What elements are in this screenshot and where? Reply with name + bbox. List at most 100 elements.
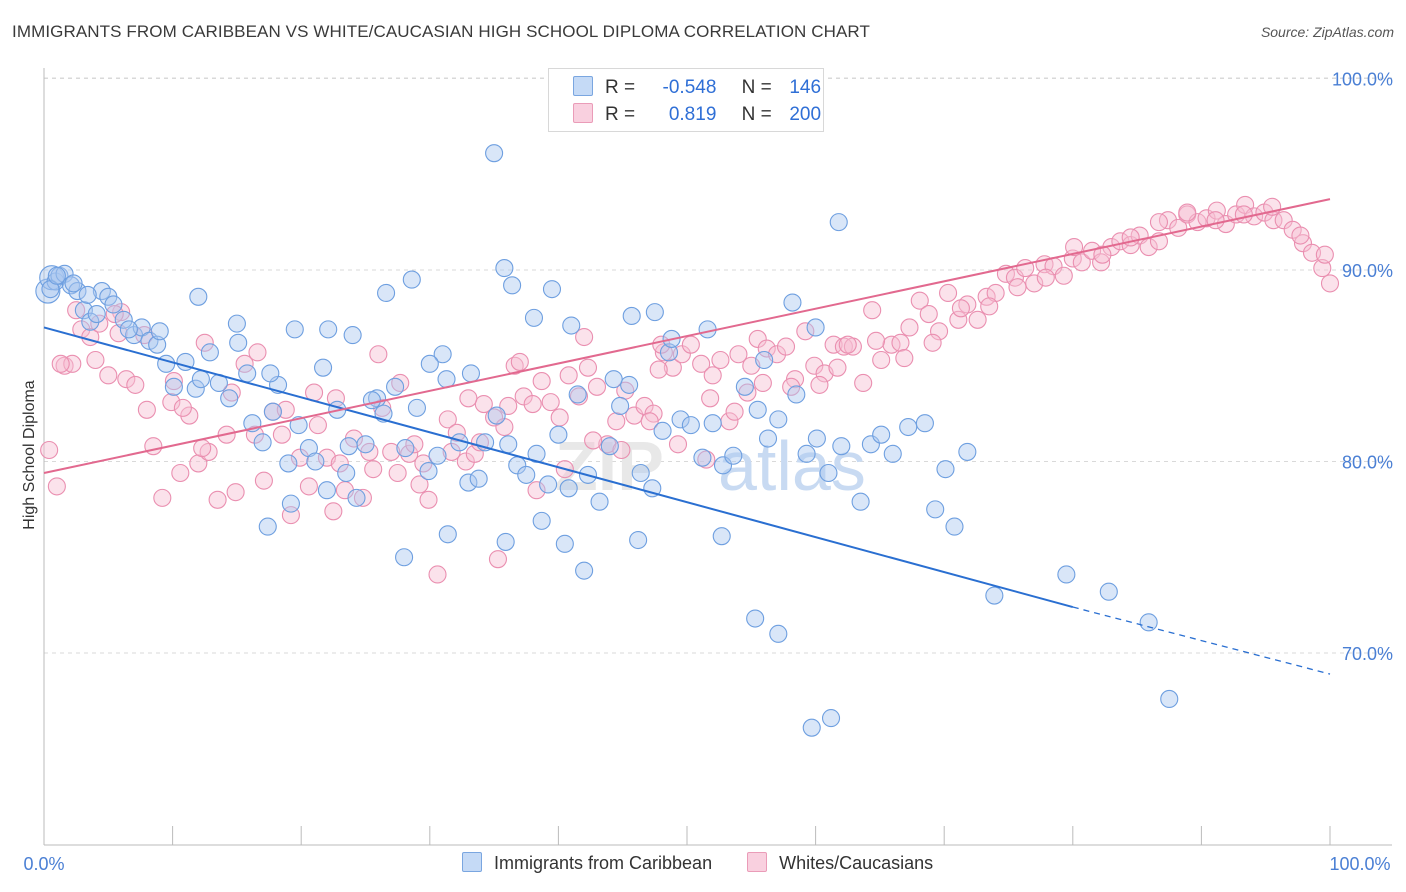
- blue-point: [356, 435, 375, 454]
- pink-point: [272, 425, 291, 444]
- blue-point: [926, 500, 945, 519]
- pink-point: [1178, 203, 1197, 222]
- trend-lines: [43, 198, 1331, 675]
- pink-point: [757, 339, 776, 358]
- blue-point: [568, 385, 587, 404]
- blue-point: [496, 532, 515, 551]
- blue-point: [339, 437, 358, 456]
- blue-point: [590, 492, 609, 511]
- legend-row-pink: R = 0.819 N = 200: [573, 103, 821, 125]
- blue-swatch: [573, 76, 593, 96]
- pink-series-points: [40, 195, 1340, 584]
- series-legend-label: Immigrants from Caribbean: [494, 853, 713, 873]
- blue-point: [306, 452, 325, 471]
- pink-point: [373, 398, 392, 417]
- pink-point: [353, 488, 372, 507]
- pink-point: [324, 502, 343, 521]
- blue-point: [787, 385, 806, 404]
- pink-point: [559, 366, 578, 385]
- blue-point: [55, 264, 74, 283]
- blue-point: [314, 358, 333, 377]
- blue-point: [220, 389, 239, 408]
- pink-point: [776, 337, 796, 356]
- blue-point: [495, 259, 514, 278]
- pink-point: [919, 304, 938, 324]
- pink-point: [173, 398, 192, 417]
- pink-point: [254, 471, 273, 490]
- pink-point: [126, 375, 145, 394]
- blue-point: [671, 410, 690, 429]
- blue-point: [945, 517, 964, 536]
- pink-point: [910, 291, 929, 310]
- pink-point: [612, 440, 631, 460]
- blue-point: [150, 322, 169, 341]
- pink-point: [330, 454, 349, 473]
- blue-point: [659, 343, 679, 362]
- blue-point: [396, 439, 415, 458]
- pink-point: [171, 463, 190, 483]
- blue-point: [281, 494, 300, 513]
- series-legend-label: Whites/Caucasians: [779, 853, 934, 873]
- pink-point: [796, 322, 815, 341]
- blue-point: [755, 350, 774, 370]
- pink-point: [180, 406, 199, 425]
- pink-point: [117, 370, 136, 389]
- blue-point: [631, 463, 650, 483]
- blue-point: [555, 534, 574, 553]
- blue-point: [1139, 613, 1158, 632]
- blue-point: [263, 402, 282, 421]
- blue-point: [758, 429, 778, 448]
- blue-point: [769, 410, 788, 429]
- pink-point: [532, 372, 551, 391]
- pink-point: [701, 389, 720, 408]
- blue-point: [819, 463, 838, 483]
- blue-point: [629, 530, 648, 550]
- blue-point: [47, 266, 66, 285]
- pink-point: [428, 565, 447, 584]
- blue-point: [698, 320, 717, 339]
- pink-point: [900, 318, 919, 337]
- blue-point: [461, 364, 481, 383]
- pink-point: [40, 440, 59, 460]
- blue-point: [712, 527, 731, 546]
- blue-point: [362, 391, 381, 410]
- pink-point: [488, 550, 508, 569]
- pink-point: [527, 481, 546, 500]
- pink-point: [193, 439, 212, 458]
- blue-point: [343, 326, 362, 345]
- y-tick-label: 90.0%: [1342, 261, 1393, 281]
- y-tick-label: 70.0%: [1342, 644, 1393, 664]
- pink-point: [587, 377, 607, 396]
- blue-point: [806, 318, 825, 337]
- watermark-atlas: atlas: [718, 427, 866, 505]
- tick-labels: 70.0% 80.0% 90.0% 100.0% 0.0% 100.0%: [23, 70, 1393, 875]
- pink-point: [828, 358, 847, 377]
- pink-point: [438, 410, 457, 429]
- pink-point: [369, 345, 388, 364]
- pink-point: [51, 354, 70, 373]
- pink-point: [550, 408, 569, 427]
- blue-point: [821, 709, 841, 728]
- pink-point: [607, 412, 626, 431]
- blue-point: [532, 511, 551, 530]
- blue-point: [883, 444, 902, 463]
- blue-point: [542, 280, 562, 299]
- blue-point: [459, 473, 478, 492]
- blue-point: [317, 481, 336, 500]
- blue-point: [1099, 582, 1118, 601]
- pink-point: [866, 331, 886, 350]
- pink-point: [164, 372, 183, 391]
- blue-point: [1057, 565, 1076, 584]
- legend-n-label: N =: [741, 104, 772, 125]
- pink-point: [245, 425, 264, 444]
- pink-point: [1291, 226, 1310, 245]
- blue-point: [104, 295, 123, 314]
- pink-point: [189, 454, 208, 473]
- pink-point: [67, 301, 86, 320]
- pink-swatch: [573, 103, 593, 123]
- legend-r-label: R =: [605, 104, 636, 125]
- pink-point: [668, 435, 688, 454]
- pink-point: [854, 373, 873, 393]
- blue-point: [735, 377, 754, 396]
- blue-point: [377, 283, 396, 303]
